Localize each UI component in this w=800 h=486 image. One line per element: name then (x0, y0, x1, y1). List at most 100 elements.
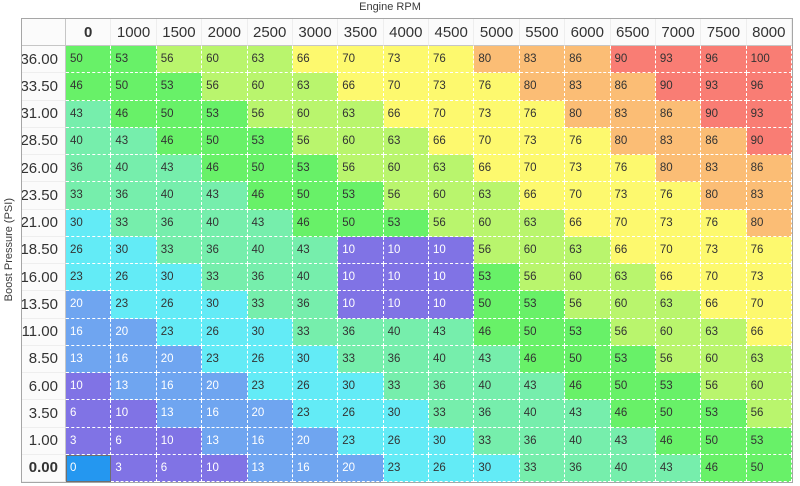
cell-36.00-6500[interactable]: 90 (610, 46, 656, 74)
cell-8.50-5500[interactable]: 46 (519, 345, 566, 373)
cell-16.00-0[interactable]: 23 (66, 264, 112, 292)
cell-28.50-6000[interactable]: 76 (565, 127, 611, 155)
cell-1.00-7500[interactable]: 50 (701, 427, 747, 455)
column-header-7500[interactable]: 7500 (701, 19, 747, 46)
row-header-18.50[interactable]: 18.50 (22, 236, 66, 264)
cell-8.50-2500[interactable]: 26 (247, 345, 293, 373)
cell-11.00-7500[interactable]: 63 (701, 318, 747, 346)
cell-1.00-6500[interactable]: 43 (610, 427, 656, 455)
cell-28.50-8000[interactable]: 90 (746, 127, 792, 155)
cell-36.00-5000[interactable]: 80 (474, 46, 520, 74)
cell-0.00-4500[interactable]: 26 (429, 454, 475, 482)
cell-26.00-6000[interactable]: 73 (565, 155, 611, 183)
cell-6.00-6500[interactable]: 50 (610, 373, 656, 401)
cell-33.50-6000[interactable]: 83 (565, 73, 611, 101)
cell-1.00-7000[interactable]: 46 (655, 427, 702, 455)
cell-0.00-2500[interactable]: 13 (247, 454, 293, 482)
cell-16.00-1000[interactable]: 26 (111, 264, 157, 292)
cell-31.00-2000[interactable]: 53 (202, 100, 248, 128)
cell-28.50-7500[interactable]: 86 (701, 127, 747, 155)
cell-23.50-7000[interactable]: 76 (655, 182, 702, 210)
cell-11.00-3500[interactable]: 36 (338, 318, 384, 346)
cell-11.00-2500[interactable]: 30 (247, 318, 293, 346)
cell-28.50-0[interactable]: 40 (66, 127, 112, 155)
cell-28.50-3500[interactable]: 60 (338, 127, 384, 155)
cell-3.50-4000[interactable]: 30 (383, 400, 429, 428)
cell-31.00-2500[interactable]: 56 (247, 100, 293, 128)
cell-18.50-1000[interactable]: 30 (111, 236, 157, 264)
cell-28.50-2500[interactable]: 53 (247, 127, 293, 155)
cell-3.50-1500[interactable]: 13 (156, 400, 203, 428)
cell-0.00-5500[interactable]: 33 (519, 454, 566, 482)
cell-18.50-3500[interactable]: 10 (338, 236, 384, 264)
cell-6.00-1500[interactable]: 16 (156, 373, 203, 401)
cell-23.50-6500[interactable]: 73 (610, 182, 656, 210)
cell-16.00-2000[interactable]: 33 (202, 264, 248, 292)
cell-21.00-5000[interactable]: 60 (474, 209, 520, 237)
cell-8.50-8000[interactable]: 63 (746, 345, 792, 373)
row-header-21.00[interactable]: 21.00 (22, 209, 66, 237)
cell-13.50-1500[interactable]: 26 (156, 291, 203, 319)
cell-8.50-6000[interactable]: 50 (565, 345, 611, 373)
cell-16.00-5500[interactable]: 56 (519, 264, 566, 292)
cell-3.50-0[interactable]: 6 (66, 400, 112, 428)
cell-16.00-6500[interactable]: 63 (610, 264, 656, 292)
selected-cell-0.00-0[interactable]: 0 (66, 454, 112, 482)
cell-31.00-8000[interactable]: 93 (746, 100, 792, 128)
cell-18.50-2500[interactable]: 40 (247, 236, 293, 264)
cell-36.00-2000[interactable]: 60 (202, 46, 248, 74)
cell-6.00-2000[interactable]: 20 (202, 373, 248, 401)
cell-8.50-7000[interactable]: 56 (655, 345, 702, 373)
cell-3.50-2000[interactable]: 16 (202, 400, 248, 428)
cell-11.00-1000[interactable]: 20 (111, 318, 157, 346)
cell-28.50-1500[interactable]: 46 (156, 127, 203, 155)
cell-8.50-6500[interactable]: 53 (610, 345, 656, 373)
cell-23.50-2500[interactable]: 46 (247, 182, 293, 210)
cell-0.00-7000[interactable]: 43 (655, 454, 702, 482)
cell-18.50-4000[interactable]: 10 (383, 236, 429, 264)
cell-26.00-1500[interactable]: 43 (156, 155, 203, 183)
cell-8.50-3000[interactable]: 30 (292, 345, 339, 373)
cell-33.50-6500[interactable]: 86 (610, 73, 656, 101)
column-header-0[interactable]: 0 (66, 19, 112, 46)
cell-23.50-4500[interactable]: 60 (429, 182, 475, 210)
cell-31.00-7000[interactable]: 86 (655, 100, 702, 128)
cell-11.00-4500[interactable]: 43 (429, 318, 475, 346)
cell-36.00-1500[interactable]: 56 (156, 46, 203, 74)
cell-0.00-6500[interactable]: 40 (610, 454, 656, 482)
cell-36.00-3500[interactable]: 70 (338, 46, 384, 74)
cell-36.00-7500[interactable]: 96 (701, 46, 747, 74)
row-header-31.00[interactable]: 31.00 (22, 100, 66, 128)
cell-16.00-5000[interactable]: 53 (474, 264, 520, 292)
cell-31.00-4500[interactable]: 70 (429, 100, 475, 128)
cell-21.00-1000[interactable]: 33 (111, 209, 157, 237)
cell-1.00-2500[interactable]: 16 (247, 427, 293, 455)
cell-28.50-6500[interactable]: 80 (610, 127, 656, 155)
cell-26.00-3500[interactable]: 56 (338, 155, 384, 183)
row-header-28.50[interactable]: 28.50 (22, 127, 66, 155)
cell-11.00-7000[interactable]: 60 (655, 318, 702, 346)
cell-3.50-6500[interactable]: 46 (610, 400, 656, 428)
column-header-6000[interactable]: 6000 (565, 19, 611, 46)
cell-13.50-1000[interactable]: 23 (111, 291, 157, 319)
cell-16.00-8000[interactable]: 73 (746, 264, 792, 292)
cell-16.00-7500[interactable]: 70 (701, 264, 747, 292)
cell-18.50-7500[interactable]: 73 (701, 236, 747, 264)
cell-3.50-2500[interactable]: 20 (247, 400, 293, 428)
cell-0.00-1500[interactable]: 6 (156, 454, 203, 482)
cell-6.00-5000[interactable]: 40 (474, 373, 520, 401)
cell-31.00-3500[interactable]: 63 (338, 100, 384, 128)
column-header-4000[interactable]: 4000 (383, 19, 429, 46)
cell-6.00-2500[interactable]: 23 (247, 373, 293, 401)
cell-13.50-4500[interactable]: 10 (429, 291, 475, 319)
cell-26.00-5000[interactable]: 66 (474, 155, 520, 183)
cell-23.50-6000[interactable]: 70 (565, 182, 611, 210)
cell-1.00-2000[interactable]: 13 (202, 427, 248, 455)
cell-13.50-4000[interactable]: 10 (383, 291, 429, 319)
column-header-2000[interactable]: 2000 (202, 19, 248, 46)
cell-16.00-3000[interactable]: 40 (292, 264, 339, 292)
cell-18.50-8000[interactable]: 76 (746, 236, 792, 264)
cell-23.50-1000[interactable]: 36 (111, 182, 157, 210)
cell-33.50-4000[interactable]: 70 (383, 73, 429, 101)
cell-0.00-3500[interactable]: 20 (338, 454, 384, 482)
